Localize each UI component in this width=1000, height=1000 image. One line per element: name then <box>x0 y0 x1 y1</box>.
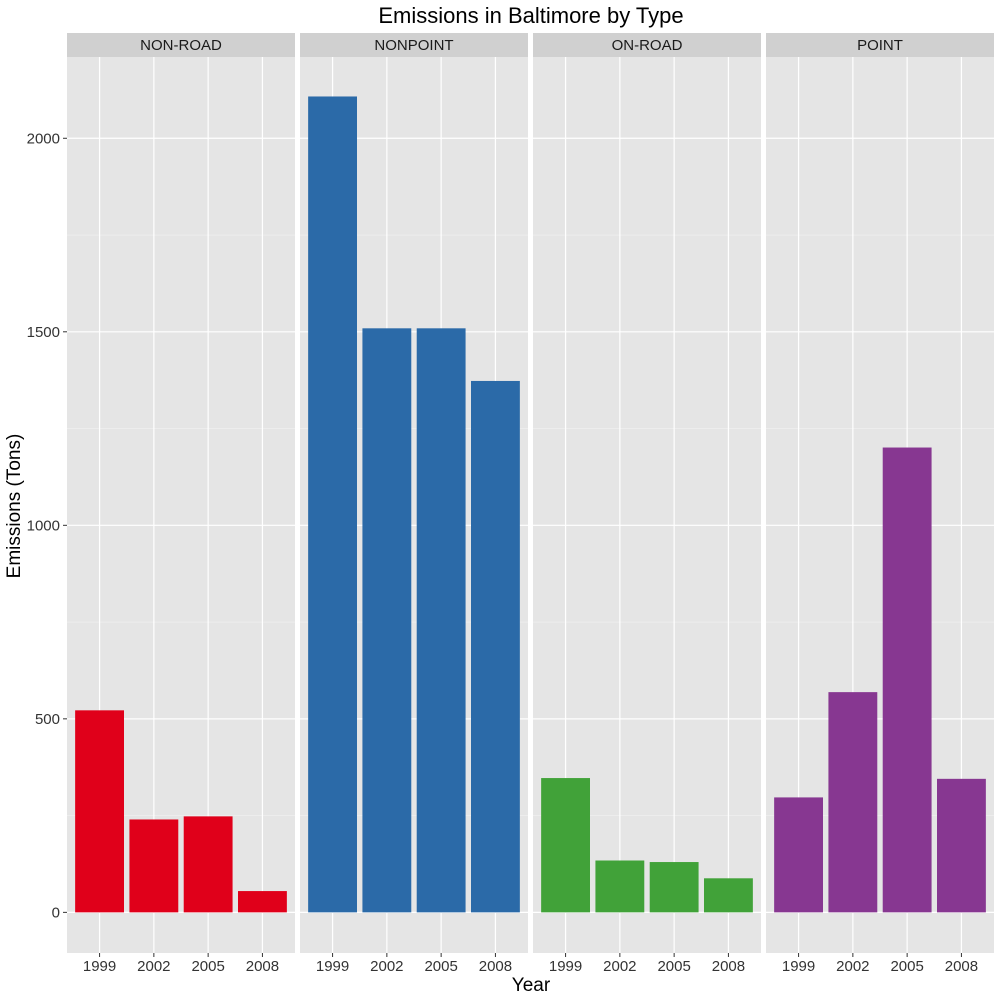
bar <box>471 380 520 913</box>
bar <box>882 447 932 913</box>
x-axis-title: Year <box>512 975 551 996</box>
bar <box>937 778 986 913</box>
x-tick-label: 2002 <box>603 958 636 975</box>
bar <box>704 878 753 913</box>
x-tick-label: 2002 <box>836 958 869 975</box>
facet-panel: POINT 1999 2002 2005 2008 <box>766 33 994 975</box>
facet-panel: NON-ROAD 1999 2002 2005 2008 <box>67 33 295 975</box>
facet-panel: ON-ROAD 1999 2002 2005 2008 <box>533 33 761 975</box>
x-tick-label: 1999 <box>549 958 582 975</box>
x-tick-label: 1999 <box>83 958 116 975</box>
facet-strip <box>533 33 761 57</box>
x-tick-label: 2008 <box>945 958 978 975</box>
facet-strip-label: NON-ROAD <box>140 37 222 54</box>
x-tick-label: 2008 <box>479 958 512 975</box>
bar <box>362 328 412 913</box>
facet-strip-label: NONPOINT <box>374 37 453 54</box>
facet-strip <box>67 33 295 57</box>
facet-strip-label: ON-ROAD <box>612 37 683 54</box>
facet-strip-label: POINT <box>857 37 903 54</box>
bar <box>308 96 357 913</box>
y-tick-label: 500 <box>35 711 60 728</box>
chart-title: Emissions in Baltimore by Type <box>378 3 683 28</box>
x-tick-label: 2002 <box>370 958 403 975</box>
bar <box>595 860 645 913</box>
facet-strip <box>766 33 994 57</box>
x-tick-label: 2008 <box>246 958 279 975</box>
y-tick-label: 2000 <box>27 130 60 147</box>
bar <box>75 710 124 913</box>
y-tick-label: 1500 <box>27 324 60 341</box>
bar <box>238 891 287 913</box>
x-tick-label: 2005 <box>424 958 457 975</box>
facet-panel: NONPOINT 1999 2002 2005 2008 <box>300 33 528 975</box>
y-tick-label: 1000 <box>27 517 60 534</box>
bar <box>129 819 179 913</box>
bar <box>541 778 590 913</box>
facet-panels: NON-ROAD 1999 2002 2005 2008 NONPOINT 1999 2002… <box>67 33 994 975</box>
x-tick-label: 2002 <box>137 958 170 975</box>
x-tick-label: 2008 <box>712 958 745 975</box>
bar <box>416 328 466 913</box>
bar <box>828 692 878 913</box>
y-tick-label: 0 <box>52 904 60 921</box>
bar <box>183 816 233 913</box>
facet-strip <box>300 33 528 57</box>
y-axis: 0 500 1000 1500 2000 <box>27 130 67 921</box>
x-tick-label: 2005 <box>191 958 224 975</box>
x-tick-label: 2005 <box>890 958 923 975</box>
bar <box>774 797 823 913</box>
x-tick-label: 1999 <box>316 958 349 975</box>
x-tick-label: 2005 <box>657 958 690 975</box>
y-axis-title: Emissions (Tons) <box>4 434 25 579</box>
bar <box>649 862 699 913</box>
x-tick-label: 1999 <box>782 958 815 975</box>
